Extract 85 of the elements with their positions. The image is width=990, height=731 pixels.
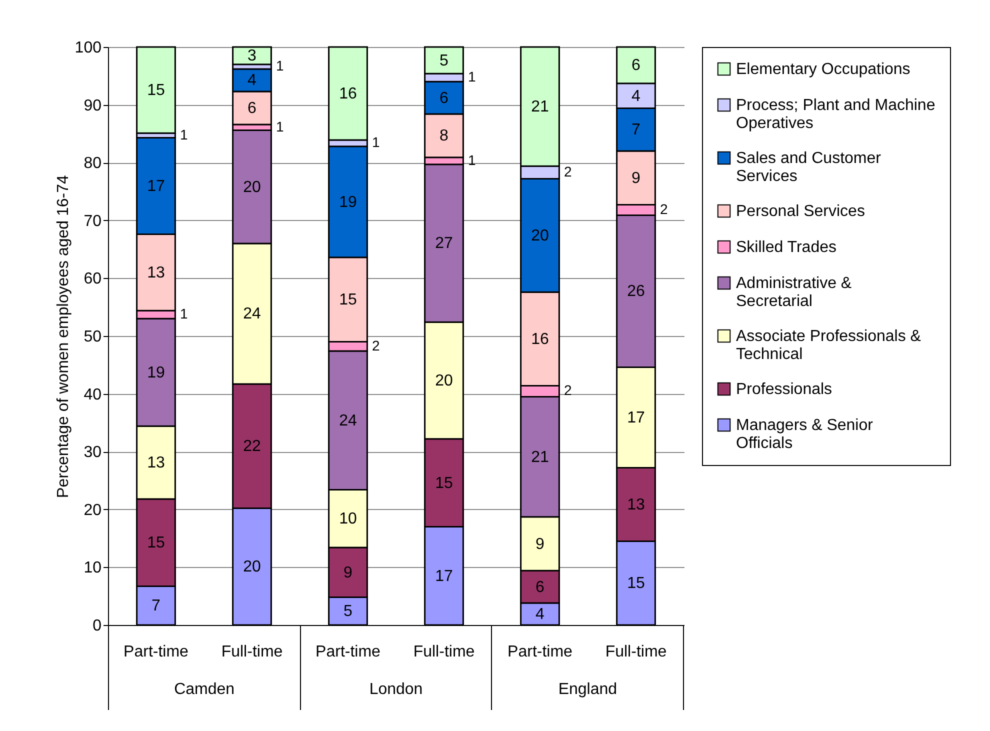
- text: London: [369, 681, 423, 698]
- data-label: 6: [536, 578, 545, 596]
- y-tick-label: 50: [84, 328, 102, 346]
- data-label: 16: [531, 330, 549, 348]
- x-tick-label: Full-time: [221, 644, 283, 660]
- legend-label: Elementary Occupations: [736, 61, 910, 78]
- legend-label: Associate Professionals & Technical: [736, 328, 922, 363]
- y-tick-label: 100: [74, 40, 102, 56]
- data-label: 1: [372, 134, 380, 150]
- legend-label: Personal Services: [736, 203, 865, 220]
- data-label: 7: [632, 122, 641, 139]
- data-label: 16: [339, 86, 357, 103]
- y-tick-label: 20: [84, 502, 102, 519]
- data-label: 6: [248, 100, 257, 117]
- data-label: 20: [435, 372, 453, 390]
- data-label: 2: [564, 163, 572, 180]
- data-label: 24: [243, 306, 261, 323]
- y-tick-label: 0: [92, 618, 102, 634]
- data-label: 8: [440, 128, 449, 145]
- bar: [232, 46, 272, 66]
- x-tick-label: Part-time: [124, 644, 189, 660]
- legend-label: Administrative & Secretarial: [736, 275, 852, 310]
- data-label: 5: [344, 603, 353, 620]
- data-label: 1: [180, 306, 188, 322]
- y-tick-label: 40: [84, 386, 102, 404]
- data-label: 3: [248, 48, 257, 65]
- data-label: 20: [531, 227, 549, 244]
- data-label: 13: [627, 496, 645, 514]
- data-label: 1: [180, 126, 188, 142]
- data-label: 2: [564, 382, 572, 398]
- data-label: 2: [372, 337, 380, 354]
- data-label: 19: [147, 364, 165, 382]
- data-label: 21: [531, 448, 549, 466]
- data-label: 1: [276, 118, 284, 134]
- data-label: 22: [243, 438, 261, 456]
- text: Camden: [174, 681, 235, 698]
- legend-label: Sales and Customer Services: [736, 150, 882, 185]
- data-label: 4: [632, 88, 641, 105]
- legend-label: Process; Plant and Machine Operatives: [736, 97, 936, 132]
- x-tick-label: Part-time: [316, 644, 381, 660]
- data-label: 17: [435, 568, 453, 585]
- y-tick-label: 70: [84, 212, 102, 230]
- data-label: 15: [435, 474, 453, 492]
- y-tick-label: 30: [84, 444, 102, 462]
- y-axis-title: Percentage of women employees aged 16-74: [54, 174, 72, 498]
- x-tick-label: Part-time: [508, 644, 573, 660]
- data-label: 2: [660, 200, 668, 217]
- data-label: 19: [339, 194, 357, 211]
- data-label: 17: [627, 410, 645, 426]
- data-label: 26: [627, 283, 645, 300]
- data-label: 27: [435, 235, 453, 252]
- data-label: 13: [147, 454, 165, 472]
- data-label: 9: [632, 170, 641, 187]
- legend-label: Managers & Senior Officials: [736, 417, 874, 452]
- x-tick-label: Full-time: [605, 644, 667, 660]
- data-label: 4: [248, 72, 257, 90]
- data-label: 15: [627, 575, 645, 592]
- data-label: 1: [468, 68, 476, 85]
- data-label: 1: [276, 58, 284, 74]
- data-label: 20: [243, 558, 261, 576]
- data-label: 9: [344, 564, 353, 582]
- data-label: 17: [147, 178, 165, 196]
- legend-label: Skilled Trades: [736, 239, 836, 256]
- data-label: 15: [147, 82, 165, 100]
- data-label: 15: [147, 534, 165, 552]
- data-label: 24: [339, 412, 357, 430]
- text: England: [558, 681, 618, 698]
- legend-label: Professionals: [736, 381, 832, 398]
- data-label: 1: [468, 152, 476, 168]
- y-tick-label: 90: [84, 97, 102, 114]
- data-label: 5: [440, 52, 449, 70]
- data-label: 6: [632, 57, 641, 74]
- data-label: 4: [536, 606, 545, 624]
- data-label: 20: [243, 178, 261, 196]
- data-label: 21: [531, 98, 549, 116]
- data-label: 7: [152, 598, 161, 615]
- data-label: 10: [339, 510, 357, 528]
- data-label: 9: [536, 536, 545, 553]
- y-tick-label: 60: [84, 270, 102, 288]
- x-tick-label: Full-time: [413, 644, 475, 660]
- data-label: 13: [147, 264, 165, 282]
- y-tick-label: 80: [84, 155, 102, 172]
- data-label: 15: [339, 292, 357, 309]
- y-tick-label: 10: [84, 560, 102, 577]
- data-label: 6: [440, 90, 449, 107]
